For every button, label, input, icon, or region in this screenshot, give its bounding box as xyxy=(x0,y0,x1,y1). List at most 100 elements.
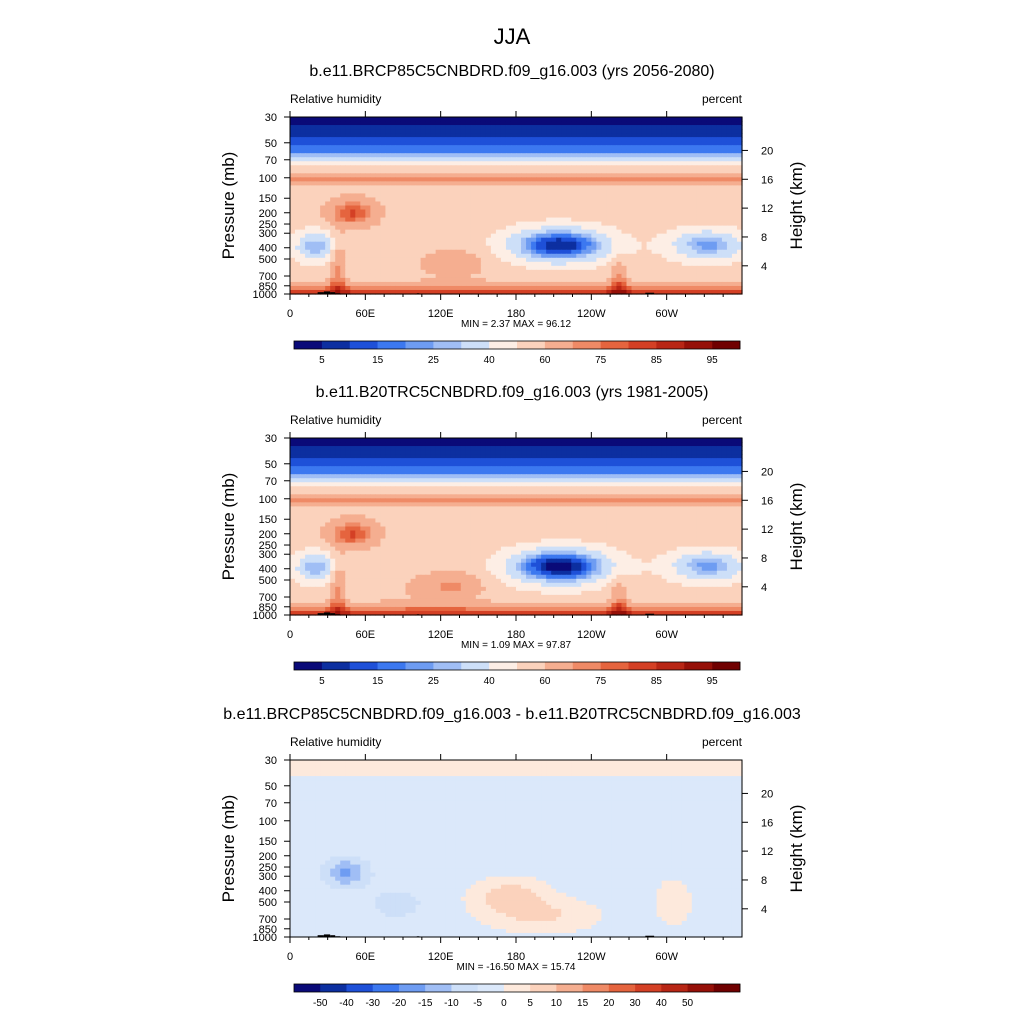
contour-cell xyxy=(721,454,728,459)
contour-cell xyxy=(445,261,452,267)
contour-cell xyxy=(666,466,673,471)
colorbar-box xyxy=(712,341,741,349)
contour-cell xyxy=(676,117,683,122)
contour-cell xyxy=(495,185,502,191)
contour-cell xyxy=(360,458,366,463)
contour-cell xyxy=(495,245,502,251)
contour-cell xyxy=(375,245,381,251)
contour-cell xyxy=(716,462,723,467)
contour-cell xyxy=(335,241,341,247)
contour-cell xyxy=(460,273,467,279)
contour-cell xyxy=(636,129,643,134)
contour-cell xyxy=(566,225,572,231)
contour-cell xyxy=(666,161,673,166)
contour-cell xyxy=(631,442,638,447)
contour-cell xyxy=(721,129,728,134)
contour-cell xyxy=(671,165,678,170)
contour-cell xyxy=(390,205,397,211)
contour-cell xyxy=(521,462,527,467)
contour-cell xyxy=(686,285,693,291)
contour-cell xyxy=(536,117,542,122)
contour-cell xyxy=(460,253,467,259)
contour-cell xyxy=(475,161,482,166)
contour-cell xyxy=(721,125,728,130)
contour-cell xyxy=(711,245,718,251)
contour-cell xyxy=(686,257,693,263)
contour-cell xyxy=(531,281,537,287)
contour-cell xyxy=(295,466,301,471)
contour-cell xyxy=(445,277,452,283)
contour-cell xyxy=(551,462,557,467)
contour-cell xyxy=(716,249,723,255)
contour-cell xyxy=(536,213,542,219)
contour-cell xyxy=(721,185,728,191)
contour-cell xyxy=(701,129,708,134)
contour-cell xyxy=(571,285,577,291)
contour-cell xyxy=(711,277,718,283)
contour-cell xyxy=(390,249,397,255)
contour-cell xyxy=(415,462,422,467)
contour-cell xyxy=(606,129,613,134)
contour-cell xyxy=(450,269,457,275)
contour-cell xyxy=(325,145,331,150)
contour-cell xyxy=(591,462,597,467)
contour-cell xyxy=(310,470,316,475)
contour-cell xyxy=(571,173,577,178)
contour-cell xyxy=(490,213,497,219)
contour-cell xyxy=(521,285,527,291)
contour-cell xyxy=(631,285,638,291)
contour-cell xyxy=(455,253,462,259)
contour-cell xyxy=(631,446,638,451)
contour-cell xyxy=(626,129,633,134)
contour-cell xyxy=(671,458,678,463)
contour-cell xyxy=(505,201,512,207)
contour-cell xyxy=(636,269,643,275)
contour-cell xyxy=(495,261,502,267)
contour-cell xyxy=(475,153,482,158)
contour-cell xyxy=(365,217,371,223)
contour-cell xyxy=(320,442,326,447)
contour-cell xyxy=(305,257,311,263)
contour-cell xyxy=(410,438,417,443)
contour-cell xyxy=(345,462,351,467)
contour-cell xyxy=(415,466,422,471)
contour-cell xyxy=(350,466,356,471)
contour-cell xyxy=(706,149,713,154)
contour-cell xyxy=(410,289,417,295)
contour-cell xyxy=(435,458,442,463)
contour-cell xyxy=(355,169,361,174)
contour-cell xyxy=(420,450,427,455)
contour-cell xyxy=(505,169,512,174)
contour-cell xyxy=(370,253,376,259)
contour-cell xyxy=(305,438,311,443)
contour-cell xyxy=(415,129,422,134)
contour-cell xyxy=(686,229,693,235)
contour-cell xyxy=(671,161,678,166)
contour-cell xyxy=(526,233,532,239)
contour-cell xyxy=(561,121,567,126)
contour-cell xyxy=(621,450,628,455)
contour-cell xyxy=(541,438,547,443)
contour-cell xyxy=(616,249,623,255)
contour-cell xyxy=(440,277,447,283)
contour-cell xyxy=(315,249,321,255)
contour-cell xyxy=(460,201,467,207)
contour-cell xyxy=(571,117,577,122)
contour-cell xyxy=(485,269,492,275)
contour-cell xyxy=(541,285,547,291)
contour-cell xyxy=(721,285,728,291)
contour-cell xyxy=(490,438,497,443)
contour-cell xyxy=(731,225,738,231)
contour-cell xyxy=(315,253,321,259)
contour-cell xyxy=(455,474,462,479)
contour-cell xyxy=(706,189,713,195)
contour-cell xyxy=(531,237,537,243)
contour-cell xyxy=(455,233,462,239)
contour-cell xyxy=(556,233,562,239)
contour-cell xyxy=(505,161,512,166)
contour-cell xyxy=(716,213,723,219)
contour-cell xyxy=(500,185,507,191)
contour-cell xyxy=(320,153,326,158)
contour-cell xyxy=(345,205,351,211)
contour-cell xyxy=(656,189,663,195)
